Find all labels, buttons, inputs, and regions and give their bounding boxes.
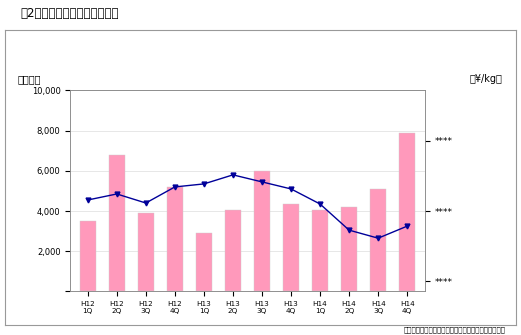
Bar	[167, 187, 183, 291]
Bar	[399, 133, 415, 291]
Bar	[80, 221, 96, 291]
Text: （¥/kg）: （¥/kg）	[470, 74, 503, 84]
Bar	[312, 210, 328, 291]
Text: 図2　国内価格と輸入量の推移: 図2 国内価格と輸入量の推移	[21, 7, 119, 20]
Text: （トン）: （トン）	[17, 74, 41, 84]
Bar	[138, 213, 154, 291]
Bar	[283, 204, 299, 291]
Bar	[225, 210, 241, 291]
Bar	[341, 207, 357, 291]
Bar	[370, 189, 386, 291]
Bar	[254, 171, 270, 291]
Bar	[109, 155, 125, 291]
Bar	[196, 233, 212, 291]
Text: （出所：当事会社提出資料を基に当委員会にて作成）: （出所：当事会社提出資料を基に当委員会にて作成）	[403, 327, 505, 333]
